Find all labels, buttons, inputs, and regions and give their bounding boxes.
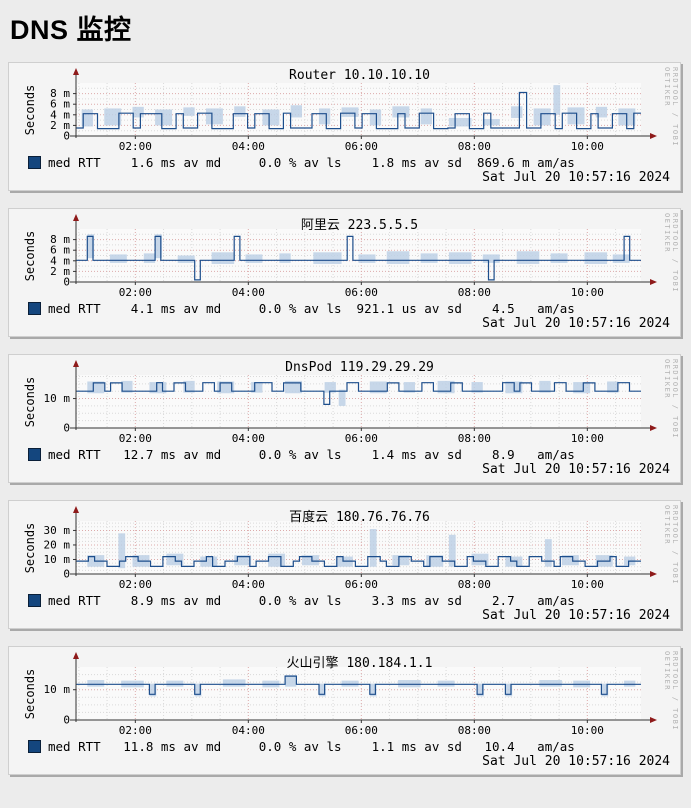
graph-timestamp: Sat Jul 20 10:57:16 2024 xyxy=(482,608,670,623)
y-axis-label: Seconds xyxy=(23,668,37,720)
graph-timestamp: Sat Jul 20 10:57:16 2024 xyxy=(482,754,670,769)
graph-legend: med RTT 4.1 ms av md 0.0 % av ls 921.1 u… xyxy=(28,301,575,316)
svg-text:06:00: 06:00 xyxy=(345,432,378,445)
svg-text:2 m: 2 m xyxy=(50,265,70,278)
svg-text:0: 0 xyxy=(63,130,70,143)
svg-text:6 m: 6 m xyxy=(50,98,70,111)
graph-title: 火山引擎 180.184.1.1 xyxy=(286,656,433,671)
svg-text:04:00: 04:00 xyxy=(232,140,265,153)
legend-swatch-icon xyxy=(28,156,41,169)
svg-text:8 m: 8 m xyxy=(50,233,70,246)
graph-panel-baiduyun: 0 10 m 20 m 30 m 02:00 04:00 06:00 08:00 10:00 百… xyxy=(8,500,681,629)
rrdtool-watermark: RRDTOOL / TOBI OETIKER xyxy=(663,505,679,586)
svg-text:08:00: 08:00 xyxy=(458,432,491,445)
svg-text:06:00: 06:00 xyxy=(345,578,378,591)
svg-text:20 m: 20 m xyxy=(44,538,71,551)
svg-text:04:00: 04:00 xyxy=(232,578,265,591)
svg-text:10:00: 10:00 xyxy=(571,724,604,737)
svg-text:10:00: 10:00 xyxy=(571,140,604,153)
svg-text:04:00: 04:00 xyxy=(232,724,265,737)
legend-label: med RTT xyxy=(48,155,101,170)
graph-legend: med RTT 12.7 ms av md 0.0 % av ls 1.4 ms… xyxy=(28,447,575,462)
svg-text:30 m: 30 m xyxy=(44,524,71,537)
svg-text:0: 0 xyxy=(63,422,70,435)
svg-text:8 m: 8 m xyxy=(50,87,70,100)
svg-text:02:00: 02:00 xyxy=(119,724,152,737)
svg-text:10 m: 10 m xyxy=(44,392,71,405)
svg-text:06:00: 06:00 xyxy=(345,724,378,737)
graph-legend: med RTT 11.8 ms av md 0.0 % av ls 1.1 ms… xyxy=(28,739,575,754)
svg-text:0: 0 xyxy=(63,568,70,581)
svg-text:0: 0 xyxy=(63,276,70,289)
svg-text:2 m: 2 m xyxy=(50,119,70,132)
svg-text:04:00: 04:00 xyxy=(232,432,265,445)
svg-text:10 m: 10 m xyxy=(44,553,71,566)
graph-panel-dnspod: 0 10 m 02:00 04:00 06:00 08:00 10:00 DnsPod 11… xyxy=(8,354,681,483)
svg-text:06:00: 06:00 xyxy=(345,140,378,153)
rrdtool-watermark: RRDTOOL / TOBI OETIKER xyxy=(663,213,679,294)
svg-text:08:00: 08:00 xyxy=(458,140,491,153)
legend-label: med RTT xyxy=(48,447,101,462)
legend-label: med RTT xyxy=(48,593,101,608)
svg-text:02:00: 02:00 xyxy=(119,140,152,153)
legend-stats: 8.9 ms av md 0.0 % av ls 3.3 ms av sd 2.… xyxy=(100,593,575,608)
svg-text:10:00: 10:00 xyxy=(571,432,604,445)
svg-text:04:00: 04:00 xyxy=(232,286,265,299)
graph-title: 百度云 180.76.76.76 xyxy=(289,510,430,525)
legend-swatch-icon xyxy=(28,302,41,315)
legend-swatch-icon xyxy=(28,448,41,461)
y-axis-label: Seconds xyxy=(23,376,37,428)
legend-label: med RTT xyxy=(48,301,101,316)
y-axis-label: Seconds xyxy=(23,522,37,574)
svg-text:6 m: 6 m xyxy=(50,244,70,257)
legend-stats: 12.7 ms av md 0.0 % av ls 1.4 ms av sd 8… xyxy=(100,447,575,462)
svg-text:0: 0 xyxy=(63,714,70,727)
graph-legend: med RTT 8.9 ms av md 0.0 % av ls 3.3 ms … xyxy=(28,593,575,608)
graph-legend: med RTT 1.6 ms av md 0.0 % av ls 1.8 ms … xyxy=(28,155,575,170)
legend-stats: 4.1 ms av md 0.0 % av ls 921.1 us av sd … xyxy=(100,301,575,316)
legend-swatch-icon xyxy=(28,594,41,607)
svg-text:10 m: 10 m xyxy=(44,683,71,696)
page-title: DNS 监控 xyxy=(10,15,132,45)
legend-stats: 1.6 ms av md 0.0 % av ls 1.8 ms av sd 86… xyxy=(100,155,575,170)
graph-title: Router 10.10.10.10 xyxy=(289,68,430,83)
graph-timestamp: Sat Jul 20 10:57:16 2024 xyxy=(482,462,670,477)
rrdtool-watermark: RRDTOOL / TOBI OETIKER xyxy=(663,651,679,732)
svg-text:08:00: 08:00 xyxy=(458,578,491,591)
graph-title: DnsPod 119.29.29.29 xyxy=(285,360,434,375)
y-axis-label: Seconds xyxy=(23,84,37,136)
legend-label: med RTT xyxy=(48,739,101,754)
svg-text:06:00: 06:00 xyxy=(345,286,378,299)
rrdtool-watermark: RRDTOOL / TOBI OETIKER xyxy=(663,359,679,440)
svg-text:02:00: 02:00 xyxy=(119,286,152,299)
svg-text:08:00: 08:00 xyxy=(458,724,491,737)
legend-swatch-icon xyxy=(28,740,41,753)
graph-title: 阿里云 223.5.5.5 xyxy=(300,218,419,233)
svg-text:10:00: 10:00 xyxy=(571,286,604,299)
graph-panel-volcengine: 0 10 m 02:00 04:00 06:00 08:00 10:00 火山引擎 180.… xyxy=(8,646,681,775)
graph-timestamp: Sat Jul 20 10:57:16 2024 xyxy=(482,316,670,331)
svg-text:08:00: 08:00 xyxy=(458,286,491,299)
graph-timestamp: Sat Jul 20 10:57:16 2024 xyxy=(482,170,670,185)
rrdtool-watermark: RRDTOOL / TOBI OETIKER xyxy=(663,67,679,148)
svg-text:10:00: 10:00 xyxy=(571,578,604,591)
svg-text:4 m: 4 m xyxy=(50,254,70,267)
svg-text:02:00: 02:00 xyxy=(119,432,152,445)
legend-stats: 11.8 ms av md 0.0 % av ls 1.1 ms av sd 1… xyxy=(100,739,575,754)
y-axis-label: Seconds xyxy=(23,230,37,282)
svg-text:4 m: 4 m xyxy=(50,108,70,121)
svg-text:02:00: 02:00 xyxy=(119,578,152,591)
